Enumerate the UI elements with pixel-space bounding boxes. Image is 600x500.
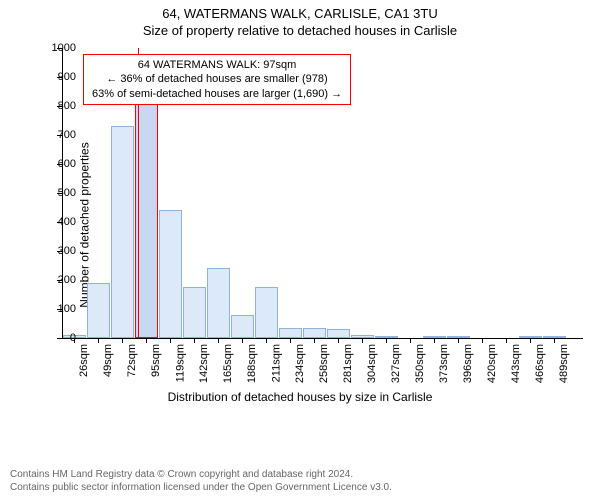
x-tick-mark bbox=[554, 338, 555, 343]
y-tick-mark bbox=[57, 251, 62, 252]
x-tick-label: 188sqm bbox=[246, 344, 258, 383]
x-tick-label: 211sqm bbox=[270, 344, 282, 382]
x-tick-mark bbox=[146, 338, 147, 343]
x-tick-mark bbox=[170, 338, 171, 343]
y-tick-mark bbox=[57, 48, 62, 49]
callout-line3: 63% of semi-detached houses are larger (… bbox=[92, 87, 342, 101]
x-tick-label: 350sqm bbox=[414, 344, 426, 383]
callout-box: 64 WATERMANS WALK: 97sqm ← 36% of detach… bbox=[83, 54, 351, 105]
histogram-bar bbox=[303, 328, 326, 338]
x-tick-label: 95sqm bbox=[150, 344, 162, 377]
y-tick-mark bbox=[57, 135, 62, 136]
x-tick-mark bbox=[194, 338, 195, 343]
page-subtitle: Size of property relative to detached ho… bbox=[0, 21, 600, 38]
x-tick-mark bbox=[98, 338, 99, 343]
histogram-bar bbox=[111, 126, 134, 338]
callout-line1: 64 WATERMANS WALK: 97sqm bbox=[92, 58, 342, 72]
x-tick-mark bbox=[338, 338, 339, 343]
x-tick-label: 119sqm bbox=[174, 344, 186, 382]
page-title: 64, WATERMANS WALK, CARLISLE, CA1 3TU bbox=[0, 0, 600, 21]
x-tick-mark bbox=[266, 338, 267, 343]
x-tick-mark bbox=[362, 338, 363, 343]
chart-area: Number of detached properties 64 WATERMA… bbox=[0, 40, 600, 410]
y-tick-mark bbox=[57, 338, 62, 339]
x-tick-label: 327sqm bbox=[390, 344, 402, 383]
x-tick-mark bbox=[434, 338, 435, 343]
x-tick-label: 234sqm bbox=[294, 344, 306, 383]
x-tick-mark bbox=[218, 338, 219, 343]
histogram-bar bbox=[207, 268, 230, 338]
x-tick-label: 72sqm bbox=[126, 344, 138, 377]
x-tick-mark bbox=[290, 338, 291, 343]
y-tick-mark bbox=[57, 193, 62, 194]
footer-line1: Contains HM Land Registry data © Crown c… bbox=[10, 468, 392, 481]
footer-line2: Contains public sector information licen… bbox=[10, 481, 392, 494]
plot-region: 64 WATERMANS WALK: 97sqm ← 36% of detach… bbox=[62, 48, 583, 339]
x-tick-mark bbox=[386, 338, 387, 343]
x-tick-label: 396sqm bbox=[462, 344, 474, 383]
x-tick-mark bbox=[314, 338, 315, 343]
histogram-bar bbox=[87, 283, 110, 338]
histogram-bar bbox=[279, 328, 302, 338]
x-tick-mark bbox=[530, 338, 531, 343]
x-tick-mark bbox=[242, 338, 243, 343]
footer-attribution: Contains HM Land Registry data © Crown c… bbox=[10, 468, 392, 494]
x-tick-label: 49sqm bbox=[102, 344, 114, 377]
x-axis-label: Distribution of detached houses by size … bbox=[0, 390, 600, 404]
x-tick-mark bbox=[506, 338, 507, 343]
histogram-bar bbox=[159, 210, 182, 338]
x-tick-mark bbox=[410, 338, 411, 343]
histogram-bar bbox=[327, 329, 350, 338]
x-tick-label: 420sqm bbox=[486, 344, 498, 383]
y-tick-mark bbox=[57, 77, 62, 78]
histogram-bar bbox=[231, 315, 254, 338]
y-tick-mark bbox=[57, 309, 62, 310]
x-tick-label: 304sqm bbox=[366, 344, 378, 383]
x-tick-label: 165sqm bbox=[222, 344, 234, 383]
x-tick-label: 443sqm bbox=[510, 344, 522, 383]
y-tick-mark bbox=[57, 280, 62, 281]
x-tick-mark bbox=[482, 338, 483, 343]
x-tick-mark bbox=[74, 338, 75, 343]
x-tick-label: 373sqm bbox=[438, 344, 450, 383]
callout-line2: ← 36% of detached houses are smaller (97… bbox=[92, 72, 342, 86]
x-tick-label: 258sqm bbox=[318, 344, 330, 383]
histogram-bar bbox=[183, 287, 206, 338]
x-tick-mark bbox=[458, 338, 459, 343]
y-tick-mark bbox=[57, 222, 62, 223]
histogram-bar bbox=[255, 287, 278, 338]
x-tick-label: 489sqm bbox=[558, 344, 570, 383]
x-tick-label: 142sqm bbox=[198, 344, 210, 383]
x-tick-label: 281sqm bbox=[342, 344, 354, 383]
y-tick-mark bbox=[57, 164, 62, 165]
x-tick-label: 466sqm bbox=[534, 344, 546, 383]
x-tick-label: 26sqm bbox=[78, 344, 90, 377]
y-tick-mark bbox=[57, 106, 62, 107]
x-tick-mark bbox=[122, 338, 123, 343]
